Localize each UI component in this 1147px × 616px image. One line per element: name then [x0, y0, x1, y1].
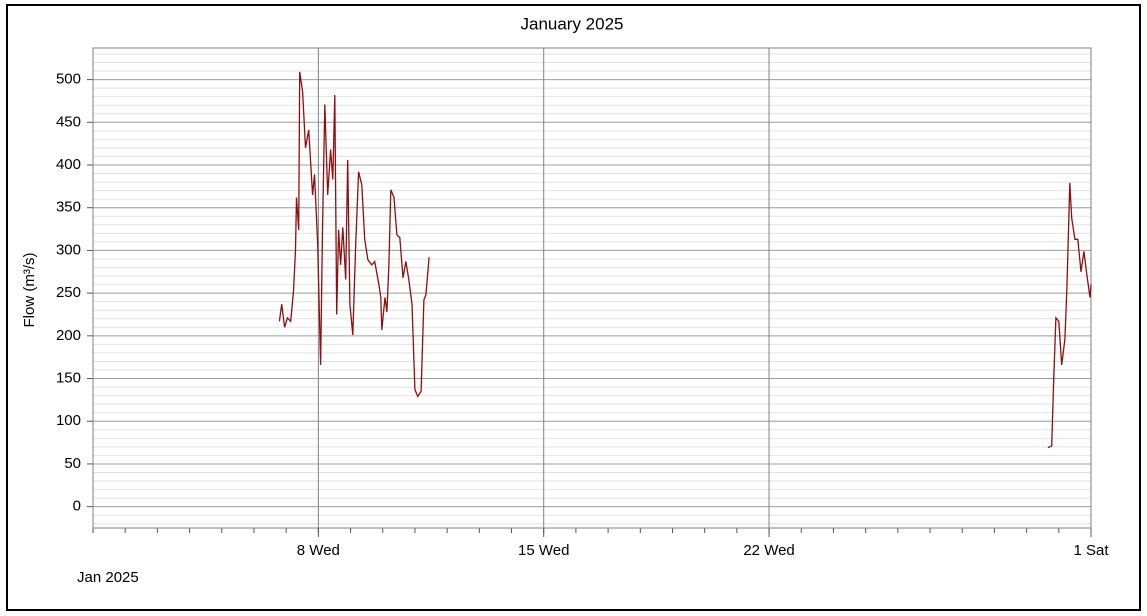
chart-title: January 2025	[520, 14, 623, 33]
y-tick-label: 500	[56, 71, 81, 88]
y-tick-label: 100	[56, 412, 81, 429]
y-tick-label: 400	[56, 156, 81, 173]
frame	[6, 4, 1141, 611]
y-tick-label: 50	[64, 455, 81, 472]
y-tick-label: 250	[56, 284, 81, 301]
y-tick-label: 350	[56, 199, 81, 216]
y-tick-label: 0	[73, 498, 81, 515]
y-tick-label: 300	[56, 241, 81, 258]
y-tick-label: 150	[56, 370, 81, 387]
data-line	[278, 71, 1092, 449]
y-tick-label: 450	[56, 113, 81, 130]
x-tick-label: 1 Sat	[1073, 542, 1109, 559]
x-tick-label: 8 Wed	[297, 542, 340, 559]
x-tick-label: 22 Wed	[743, 542, 794, 559]
y-tick-label: 200	[56, 327, 81, 344]
y-axis-label: Flow (m³/s)	[21, 253, 38, 328]
period-label: Jan 2025	[77, 569, 139, 586]
x-tick-label: 15 Wed	[518, 542, 569, 559]
